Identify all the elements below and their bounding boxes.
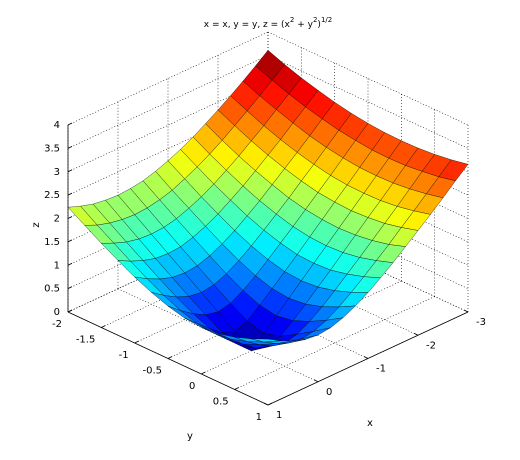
- surface: [67, 49, 469, 352]
- z-grid-line: [67, 31, 269, 126]
- y-tick: [167, 356, 173, 359]
- y-tick-label: -0.5: [142, 366, 162, 377]
- z-tick: [67, 286, 73, 289]
- x-tick: [413, 332, 419, 336]
- z-tick: [67, 216, 73, 219]
- z-tick-label: 2: [54, 214, 60, 225]
- z-tick-label: 0.5: [44, 284, 60, 295]
- y-tick: [67, 309, 73, 313]
- x-tick-label: -2: [426, 340, 436, 351]
- x-axis-label: x: [367, 418, 373, 429]
- y-tick: [101, 325, 106, 328]
- x-tick: [363, 356, 369, 359]
- z-tick-label: 0: [54, 307, 60, 318]
- y-grid-line: [234, 296, 435, 390]
- title-part: x = x, y = y, z = (x: [204, 20, 291, 30]
- x-tick-label: -1: [376, 364, 386, 375]
- y-axis-label: y: [187, 431, 193, 442]
- z-grid-line: [67, 55, 269, 149]
- x-tick: [313, 379, 319, 383]
- title-sup: 2: [313, 16, 317, 24]
- z-tick-label: 2.5: [44, 190, 60, 201]
- title-sup: 2: [290, 16, 294, 24]
- y-tick-label: -1: [119, 350, 129, 361]
- z-tick: [67, 122, 73, 126]
- z-tick-label: 1: [54, 260, 60, 271]
- z-tick-label: 4: [54, 120, 60, 131]
- y-grid-line: [201, 280, 402, 375]
- y-tick: [234, 387, 239, 390]
- z-tick-label: 1.5: [44, 237, 60, 248]
- chart-title: x = x, y = y, z = (x2 + y2)1/2: [204, 16, 332, 30]
- x-tick: [263, 402, 269, 406]
- x-tick-label: 0: [326, 387, 332, 398]
- z-axis-label: z: [31, 222, 42, 227]
- y-tick: [201, 371, 206, 375]
- x-tick: [463, 309, 469, 313]
- x-tick-label: -3: [476, 317, 486, 328]
- z-tick-label: 3.5: [44, 143, 60, 154]
- y-tick: [134, 340, 139, 344]
- y-tick: [267, 402, 273, 406]
- y-tick-label: 1: [256, 412, 262, 423]
- surface-patch: [251, 338, 281, 343]
- z-tick: [67, 262, 73, 266]
- title-sup: 1/2: [321, 16, 332, 24]
- z-tick-label: 3: [54, 167, 60, 178]
- z-tick: [67, 192, 73, 196]
- y-tick-label: 0.5: [213, 397, 229, 408]
- title-part: ): [317, 20, 321, 30]
- x-tick-label: 1: [276, 410, 282, 421]
- z-tick: [67, 239, 73, 243]
- y-tick-label: -2: [52, 319, 62, 330]
- z-grid-line: [267, 55, 469, 149]
- y-tick-label: -1.5: [76, 335, 96, 346]
- y-tick-label: 0: [189, 381, 195, 392]
- z-tick: [67, 169, 73, 173]
- axes: 0 0.5 1 1.5 2 2.5 3 3.5 4 -2 -1.5 -1 -0.5 0 0.5 1 -3 -2 -1…: [44, 120, 486, 423]
- title-part: + y: [294, 20, 313, 30]
- z-tick: [67, 146, 73, 149]
